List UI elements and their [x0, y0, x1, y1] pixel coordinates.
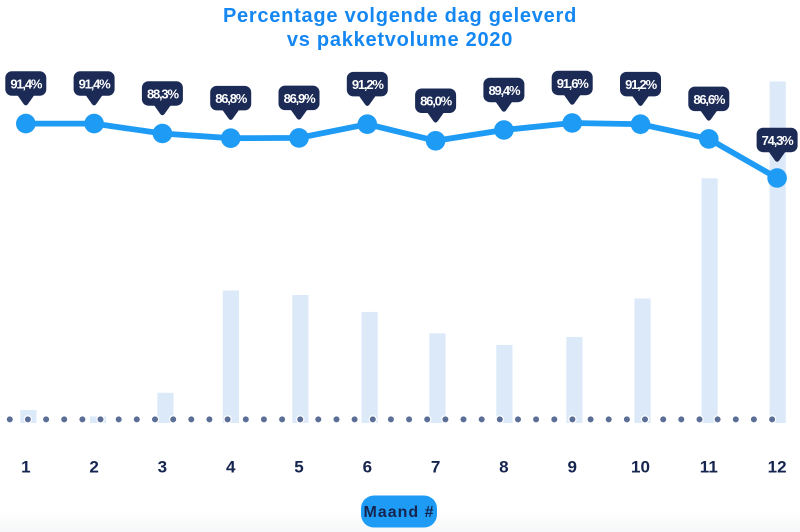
svg-text:88,3%: 88,3%	[147, 86, 180, 101]
svg-text:86,8%: 86,8%	[215, 91, 248, 106]
svg-text:86,0%: 86,0%	[420, 94, 453, 109]
svg-text:91,2%: 91,2%	[352, 77, 385, 92]
svg-text:91,4%: 91,4%	[10, 77, 43, 92]
svg-text:86,6%: 86,6%	[693, 92, 726, 107]
svg-text:3: 3	[158, 458, 167, 477]
svg-text:12: 12	[768, 458, 787, 477]
svg-text:11: 11	[700, 458, 718, 477]
svg-text:91,2%: 91,2%	[625, 77, 658, 92]
svg-text:86,9%: 86,9%	[284, 91, 317, 106]
svg-text:74,3%: 74,3%	[762, 133, 795, 148]
svg-text:91,6%: 91,6%	[557, 76, 590, 91]
svg-text:4: 4	[226, 458, 236, 477]
svg-text:9: 9	[567, 458, 576, 477]
svg-text:6: 6	[363, 458, 372, 477]
svg-text:2: 2	[89, 458, 98, 477]
svg-text:89,4%: 89,4%	[488, 83, 521, 98]
svg-text:1: 1	[21, 458, 30, 477]
svg-text:10: 10	[631, 458, 650, 477]
svg-text:7: 7	[431, 458, 440, 477]
svg-text:Maand #: Maand #	[363, 504, 434, 521]
svg-text:8: 8	[499, 458, 508, 477]
svg-text:91,4%: 91,4%	[79, 77, 112, 92]
svg-text:5: 5	[294, 458, 303, 477]
